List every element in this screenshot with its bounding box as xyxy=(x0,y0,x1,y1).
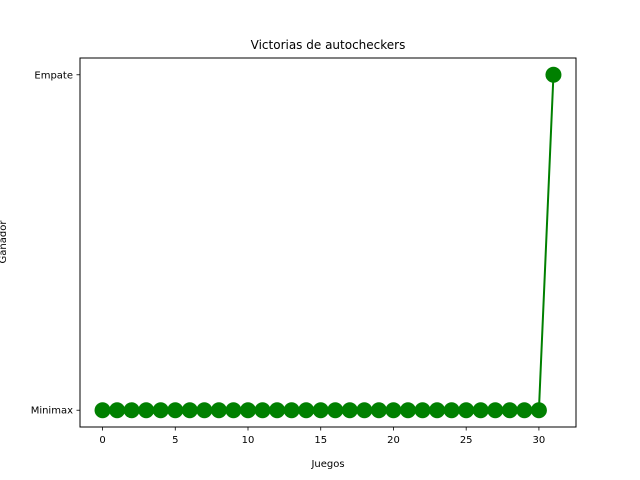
x-axis-label: Juegos xyxy=(310,459,344,470)
data-point xyxy=(458,402,475,419)
x-tick-label: 10 xyxy=(242,435,255,446)
data-point xyxy=(269,402,286,419)
y-tick-label: Minimax xyxy=(31,406,73,417)
data-point xyxy=(545,66,562,83)
data-point xyxy=(312,402,329,419)
data-point xyxy=(167,402,184,419)
x-tick-label: 25 xyxy=(460,435,473,446)
y-tick-label: Empate xyxy=(34,70,73,81)
data-point xyxy=(400,402,416,419)
data-point xyxy=(356,402,373,419)
x-tick-label: 0 xyxy=(99,435,105,446)
data-point xyxy=(254,402,271,419)
plot-area xyxy=(94,66,562,419)
y-axis-label: Ganador xyxy=(0,220,9,264)
data-point xyxy=(414,402,431,419)
data-point xyxy=(501,402,518,419)
y-axis-ticks: Minimax Empate xyxy=(31,70,80,417)
data-point xyxy=(327,402,344,419)
data-point xyxy=(152,402,169,419)
data-point xyxy=(94,402,111,419)
data-point xyxy=(240,402,256,419)
data-point xyxy=(472,402,489,419)
x-tick-label: 20 xyxy=(387,435,400,446)
data-point xyxy=(370,402,387,419)
data-point xyxy=(516,402,533,419)
data-point xyxy=(385,402,402,419)
data-point xyxy=(341,402,358,419)
data-point xyxy=(109,402,126,419)
data-point xyxy=(443,402,460,419)
data-point xyxy=(210,402,227,419)
x-axis-ticks: 0 5 10 15 20 25 30 xyxy=(99,427,545,446)
data-point xyxy=(138,402,155,419)
data-point xyxy=(123,402,140,419)
data-point xyxy=(530,402,547,419)
data-point xyxy=(181,402,198,419)
data-point xyxy=(429,402,446,419)
chart-title: Victorias de autocheckers xyxy=(251,38,406,52)
data-point xyxy=(298,402,315,419)
data-point xyxy=(225,402,242,419)
data-point xyxy=(283,402,300,419)
data-point xyxy=(196,402,213,419)
data-point xyxy=(487,402,504,419)
x-tick-label: 5 xyxy=(172,435,178,446)
axes-frame xyxy=(79,57,577,428)
x-tick-label: 30 xyxy=(533,435,546,446)
x-tick-label: 15 xyxy=(314,435,327,446)
